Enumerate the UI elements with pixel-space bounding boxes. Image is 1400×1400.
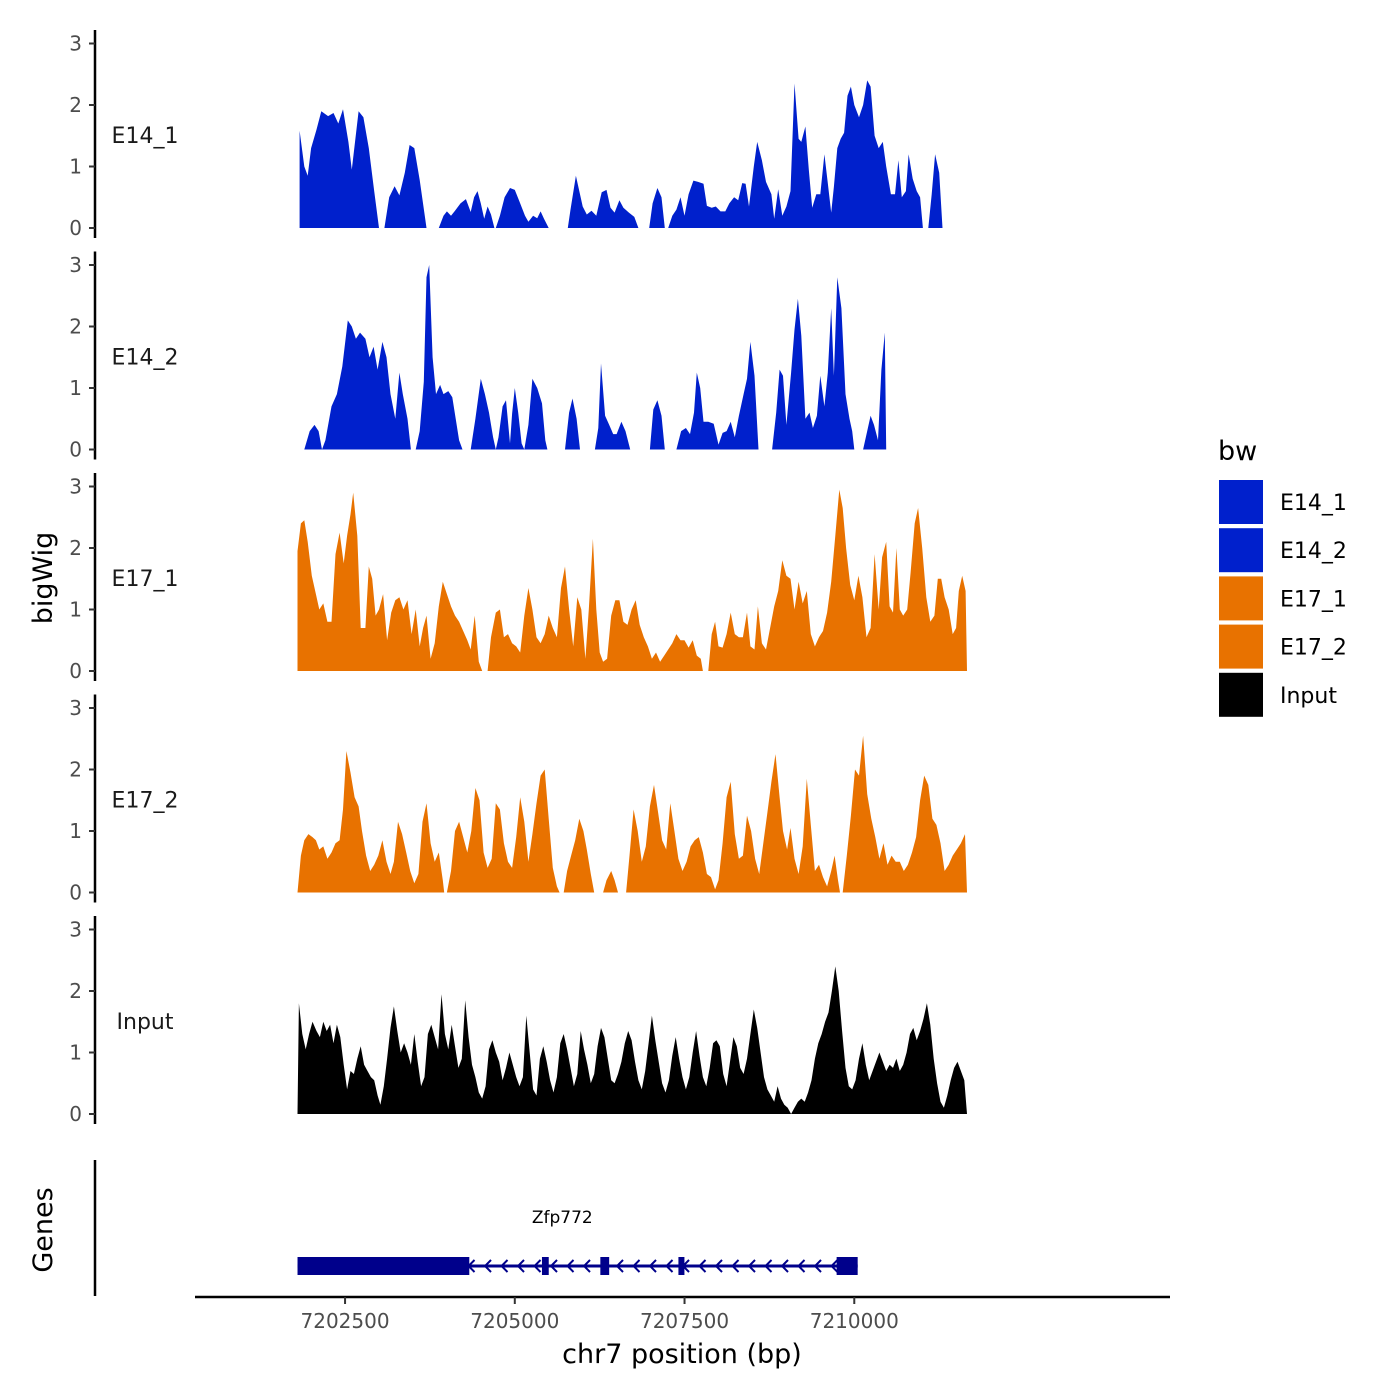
y-tick-label: 2 [69, 315, 82, 339]
track-E14_1: 0 1 2 3 E14_1 [69, 30, 943, 240]
track-E17_2: 0 1 2 3 E17_2 [69, 694, 967, 905]
y-tick-label: 3 [69, 475, 82, 499]
strand-arrow [566, 1259, 575, 1273]
y-tick-label: 3 [69, 918, 82, 942]
strand-arrow [747, 1259, 756, 1273]
gene-label: Zfp772 [532, 1208, 593, 1228]
legend-swatch [1219, 624, 1263, 669]
y-tick-label: 2 [69, 979, 82, 1003]
legend-swatch [1219, 576, 1263, 621]
genes-panel: Genes Zfp772 [28, 1160, 858, 1296]
legend-item-E17_2: E17_2 [1219, 624, 1347, 669]
legend-swatch [1219, 672, 1263, 717]
track-label: E17_2 [112, 789, 179, 814]
strand-arrow [533, 1259, 542, 1273]
coverage-area-E17_2 [297, 735, 967, 893]
legend-item-E17_1: E17_1 [1219, 576, 1347, 621]
gene-exon [836, 1257, 858, 1275]
gene-exon [297, 1257, 470, 1275]
strand-arrow [615, 1259, 624, 1273]
track-E17_1: 0 1 2 3 E17_1 [69, 473, 967, 683]
legend-item-E14_2: E14_2 [1219, 528, 1347, 573]
gene-exons [297, 1257, 858, 1275]
y-tick-label: 3 [69, 32, 82, 56]
track-label: E14_2 [112, 346, 179, 371]
coverage-area-E14_2 [304, 265, 887, 450]
tracks-layer: 0 1 2 3 E14_1 0 1 2 3 E14_2 0 1 2 3 E17_1 0 1 2 3 E17_2 0 1 2 3… [69, 30, 967, 1126]
strand-arrow [665, 1259, 674, 1273]
strand-arrow [830, 1259, 839, 1273]
coverage-area-E17_1 [297, 489, 967, 671]
x-axis-ticks: 7202500 7205000 7207500 7210000 [301, 1297, 899, 1333]
legend-label: E17_2 [1280, 636, 1347, 661]
strand-arrow [764, 1259, 773, 1273]
track-E14_2: 0 1 2 3 E14_2 [69, 251, 887, 462]
y-tick-label: 1 [69, 819, 82, 843]
gene-exon [541, 1257, 549, 1275]
strand-arrow [483, 1259, 492, 1273]
strand-arrow [549, 1259, 558, 1273]
y-tick-label: 2 [69, 536, 82, 560]
strand-arrow [813, 1259, 822, 1273]
legend-item-E14_1: E14_1 [1219, 480, 1347, 524]
x-tick-label: 7202500 [301, 1309, 390, 1333]
y-tick-label: 1 [69, 376, 82, 400]
track-Input: 0 1 2 3 Input [69, 916, 967, 1126]
strand-arrow [632, 1259, 641, 1273]
x-tick-label: 7207500 [640, 1309, 729, 1333]
track-label: E17_1 [112, 567, 179, 592]
y-tick-label: 1 [69, 598, 82, 622]
strand-arrow [648, 1259, 657, 1273]
x-tick-label: 7205000 [470, 1309, 559, 1333]
y-tick-label: 0 [69, 659, 82, 683]
x-axis: 7202500 7205000 7207500 7210000 chr7 positi… [195, 1295, 1170, 1370]
legend-label: E17_1 [1280, 587, 1347, 612]
y-tick-label: 2 [69, 758, 82, 782]
coverage-area-Input [297, 966, 967, 1114]
strand-arrow [500, 1259, 509, 1273]
coverage-area-E14_1 [299, 80, 943, 229]
strand-arrow [731, 1259, 740, 1273]
legend-label: Input [1280, 684, 1337, 709]
y-tick-label: 2 [69, 93, 82, 117]
y-tick-label: 0 [69, 881, 82, 905]
y-tick-label: 1 [69, 155, 82, 179]
x-axis-title: chr7 position (bp) [562, 1339, 802, 1370]
y-axis-title: bigWig [28, 532, 59, 625]
track-label: E14_1 [112, 124, 179, 149]
gene-exon [600, 1257, 610, 1275]
y-tick-label: 3 [69, 253, 82, 277]
legend-item-Input: Input [1219, 672, 1337, 717]
y-tick-label: 0 [69, 216, 82, 240]
genes-axis-title: Genes [28, 1187, 59, 1272]
gene-exon [678, 1257, 685, 1275]
y-tick-label: 0 [69, 438, 82, 462]
strand-arrow [698, 1259, 707, 1273]
legend-label: E14_2 [1280, 539, 1347, 564]
legend-title: bw [1218, 436, 1257, 467]
legend-label: E14_1 [1280, 491, 1347, 516]
y-tick-label: 0 [69, 1102, 82, 1126]
strand-arrow [582, 1259, 591, 1273]
y-tick-label: 1 [69, 1041, 82, 1065]
legend: bw E14_1 E14_2 E17_1 E17_2 Input [1218, 436, 1347, 717]
legend-swatch [1219, 528, 1263, 573]
strand-arrow [516, 1259, 525, 1273]
x-tick-label: 7210000 [810, 1309, 899, 1333]
legend-swatch [1219, 480, 1263, 524]
track-label: Input [117, 1010, 174, 1035]
strand-arrow [714, 1259, 723, 1273]
legend-items: E14_1 E14_2 E17_1 E17_2 Input [1219, 480, 1347, 717]
y-tick-label: 3 [69, 696, 82, 720]
strand-arrow [797, 1259, 806, 1273]
strand-arrow [780, 1259, 789, 1273]
